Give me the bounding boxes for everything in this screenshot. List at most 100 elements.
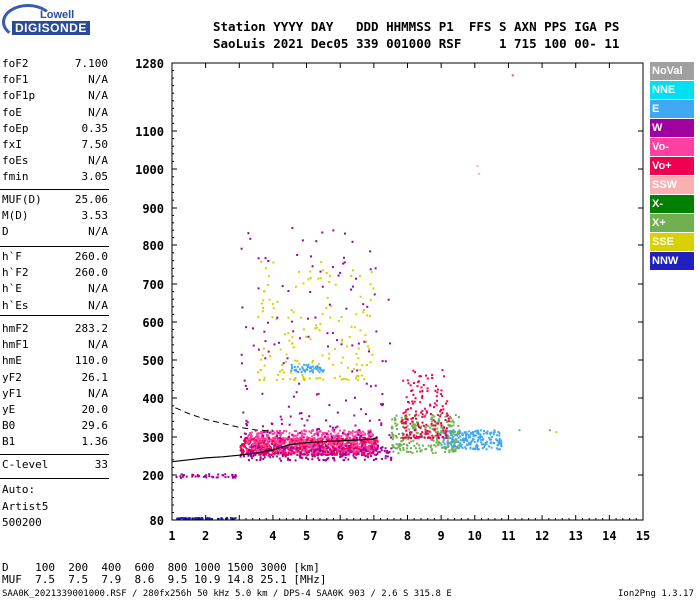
echo-point <box>447 417 450 420</box>
echo-point <box>422 424 425 427</box>
echo-point <box>324 453 327 456</box>
echo-point <box>291 342 294 345</box>
autoscale-line2: Artist5 <box>2 499 49 513</box>
echo-point <box>375 458 377 460</box>
echo-point <box>335 452 338 455</box>
echo-point <box>292 446 295 449</box>
echo-point <box>253 449 256 452</box>
echo-point <box>207 517 210 520</box>
echo-point <box>264 267 267 270</box>
echo-point <box>417 426 420 429</box>
echo-point <box>374 439 377 442</box>
echo-point <box>317 369 320 372</box>
echo-point <box>283 453 285 456</box>
echo-point <box>249 432 252 435</box>
echo-point <box>320 441 323 444</box>
echo-point <box>279 415 282 418</box>
echo-point <box>301 367 304 370</box>
echo-point <box>248 459 250 462</box>
echo-point <box>424 426 427 429</box>
echo-point <box>353 326 356 329</box>
echo-point <box>435 422 438 425</box>
echo-point <box>370 271 373 274</box>
echo-point <box>328 275 331 277</box>
echo-point <box>443 375 446 378</box>
echo-point <box>351 434 354 437</box>
echo-point <box>332 449 335 452</box>
echo-point <box>340 316 343 319</box>
echo-point <box>433 444 436 447</box>
echo-point <box>354 424 357 427</box>
echo-point <box>335 434 337 437</box>
echo-point <box>227 475 230 478</box>
echo-point <box>281 364 284 366</box>
echo-point <box>363 308 365 311</box>
echo-point <box>374 267 377 270</box>
echo-point <box>412 423 415 426</box>
echo-point <box>326 446 329 449</box>
echo-point <box>402 379 405 382</box>
x-tick-label: 12 <box>535 529 549 543</box>
echo-point <box>290 369 293 372</box>
y-tick-label: 1100 <box>135 125 164 139</box>
echo-point <box>310 443 313 446</box>
echo-point <box>406 450 408 453</box>
echo-point <box>344 232 346 235</box>
echo-point <box>450 417 452 420</box>
echo-point <box>241 306 244 309</box>
echo-point <box>278 341 281 344</box>
echo-point <box>317 452 320 455</box>
echo-point <box>259 438 262 441</box>
x-tick-label: 9 <box>438 529 445 543</box>
echo-point <box>411 427 414 430</box>
echo-point <box>311 435 314 438</box>
param-value: 110.0 <box>74 354 108 368</box>
echo-point <box>294 376 297 379</box>
echo-point <box>380 449 383 452</box>
echo-point <box>279 447 282 450</box>
x-tick-label: 15 <box>636 529 650 543</box>
echo-point <box>306 436 309 439</box>
echo-point <box>491 436 494 438</box>
echo-point <box>478 437 481 440</box>
echo-point <box>278 457 281 460</box>
echo-point <box>441 412 444 414</box>
echo-point <box>278 433 281 436</box>
echo-point <box>244 432 247 435</box>
echo-point <box>265 452 267 455</box>
echo-point <box>498 434 501 437</box>
echo-point <box>283 371 285 374</box>
echo-point <box>257 446 260 449</box>
echo-point <box>337 320 340 323</box>
param-value: 260.0 <box>74 250 108 263</box>
param-name: MUF(D) <box>2 193 42 206</box>
echo-point <box>459 432 462 434</box>
echo-point <box>409 432 412 435</box>
echo-point <box>261 310 264 313</box>
param-value: 3.53 <box>81 209 109 223</box>
echo-point <box>448 425 451 428</box>
echo-point <box>334 426 337 429</box>
echo-point <box>253 453 256 456</box>
echo-point <box>315 240 318 243</box>
param-foes: foEs N/A <box>2 154 108 170</box>
echo-point <box>234 475 237 478</box>
echo-point <box>477 448 480 451</box>
echo-point <box>385 451 388 454</box>
echo-point <box>328 451 331 454</box>
echo-point <box>435 395 438 398</box>
echo-point <box>350 444 353 447</box>
echo-point <box>349 432 352 435</box>
echo-point <box>427 436 430 439</box>
echo-point <box>260 447 263 450</box>
echo-point <box>362 433 365 436</box>
echo-point <box>205 474 208 477</box>
echo-point <box>356 447 359 450</box>
echo-point <box>281 455 284 457</box>
echo-point <box>318 450 321 453</box>
echo-point <box>391 438 394 441</box>
echo-point <box>293 447 296 450</box>
echo-point <box>287 453 290 456</box>
echo-point <box>463 437 466 440</box>
echo-point <box>255 449 258 452</box>
